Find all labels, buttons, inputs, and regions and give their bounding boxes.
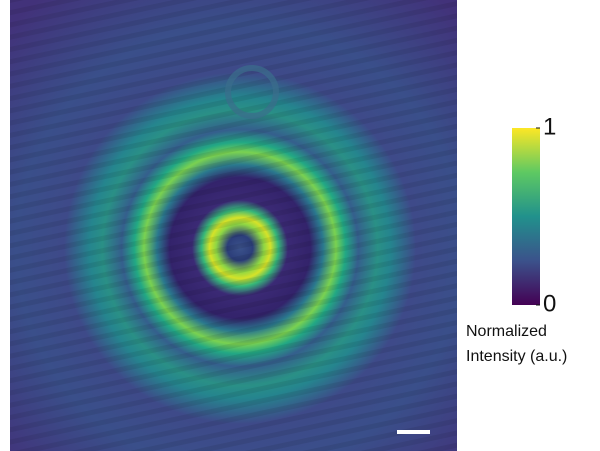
colorbar-label: Intensity (a.u.) [466, 348, 567, 365]
colorbar-tick-label: 0 [543, 290, 556, 317]
colorbar: 01 [512, 113, 556, 317]
colorbar-gradient [512, 128, 540, 305]
intensity-image [10, 0, 457, 451]
colorbar-tick-label: 1 [543, 113, 556, 140]
colorbar-label: Normalized [466, 323, 547, 340]
